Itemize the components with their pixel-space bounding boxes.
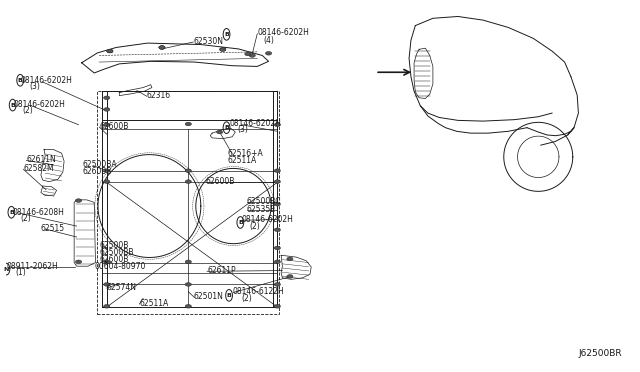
Text: 00604-80970: 00604-80970	[94, 262, 145, 272]
Text: 62516+A: 62516+A	[227, 149, 263, 158]
Text: (2): (2)	[22, 106, 33, 115]
Circle shape	[159, 46, 165, 49]
Bar	[97, 91, 279, 314]
Text: B: B	[10, 103, 15, 108]
Text: B: B	[227, 293, 232, 298]
Text: 62611N: 62611N	[26, 155, 56, 164]
Circle shape	[249, 54, 255, 57]
Circle shape	[107, 49, 113, 53]
Circle shape	[76, 260, 82, 264]
Text: 08146-6202H: 08146-6202H	[257, 28, 309, 37]
Circle shape	[107, 49, 113, 53]
Circle shape	[266, 51, 272, 55]
Text: N: N	[4, 267, 9, 272]
Circle shape	[244, 52, 251, 56]
Circle shape	[274, 304, 280, 308]
Text: 08146-6208H: 08146-6208H	[13, 208, 65, 217]
Circle shape	[274, 228, 280, 231]
Text: B: B	[224, 32, 229, 37]
Circle shape	[274, 283, 280, 286]
Text: (3): (3)	[29, 82, 40, 92]
Circle shape	[104, 169, 110, 173]
Circle shape	[287, 257, 293, 261]
Circle shape	[185, 180, 191, 183]
Text: 62501N: 62501N	[193, 292, 223, 301]
Text: 62600B: 62600B	[99, 122, 129, 131]
Circle shape	[220, 48, 226, 51]
Text: B: B	[224, 125, 229, 130]
Circle shape	[104, 123, 110, 126]
Text: 62500B: 62500B	[99, 241, 129, 250]
Text: 62600B: 62600B	[206, 177, 236, 186]
Circle shape	[274, 180, 280, 183]
Text: 08146-6202H: 08146-6202H	[229, 119, 281, 128]
Text: B: B	[238, 220, 243, 225]
Text: 62511A: 62511A	[227, 156, 257, 165]
Circle shape	[104, 108, 110, 111]
Circle shape	[274, 202, 280, 206]
Circle shape	[220, 48, 226, 51]
Circle shape	[104, 260, 110, 264]
Circle shape	[185, 283, 191, 286]
Text: (2): (2)	[241, 294, 252, 303]
Text: 62574N: 62574N	[107, 283, 137, 292]
Text: (2): (2)	[21, 214, 31, 223]
Text: 62515: 62515	[41, 224, 65, 233]
Text: 62611P: 62611P	[207, 266, 236, 275]
Text: 62500BA: 62500BA	[83, 160, 118, 169]
Text: 62500BB: 62500BB	[99, 248, 134, 257]
Text: 62582M: 62582M	[23, 164, 54, 173]
Circle shape	[159, 46, 165, 49]
Circle shape	[104, 304, 110, 308]
Text: 62535E: 62535E	[246, 205, 276, 214]
Text: 08146-6122H: 08146-6122H	[232, 287, 284, 296]
Circle shape	[274, 123, 280, 126]
Text: (2): (2)	[250, 222, 260, 231]
Circle shape	[287, 275, 293, 278]
Text: 08146-6202H: 08146-6202H	[21, 76, 73, 85]
Text: J62500BR: J62500BR	[579, 349, 622, 358]
Circle shape	[274, 246, 280, 250]
Text: 62600B: 62600B	[99, 255, 129, 264]
Circle shape	[76, 199, 82, 202]
Circle shape	[274, 169, 280, 173]
Circle shape	[104, 283, 110, 286]
Circle shape	[185, 169, 191, 173]
Circle shape	[274, 260, 280, 264]
Text: 62500BC: 62500BC	[246, 197, 281, 206]
Text: (4): (4)	[264, 36, 275, 45]
Text: (3): (3)	[237, 125, 248, 134]
Text: B: B	[9, 210, 14, 215]
Text: 08146-6202H: 08146-6202H	[14, 100, 66, 109]
Text: 62511A: 62511A	[140, 299, 168, 308]
Text: 62530N: 62530N	[193, 38, 223, 46]
Text: (1): (1)	[16, 268, 26, 277]
Circle shape	[185, 122, 191, 126]
Text: B: B	[18, 78, 22, 83]
Circle shape	[104, 96, 110, 100]
Text: 08146-6202H: 08146-6202H	[242, 215, 294, 224]
Circle shape	[104, 180, 110, 183]
Text: 08911-2062H: 08911-2062H	[6, 262, 58, 271]
Circle shape	[185, 304, 191, 308]
Circle shape	[216, 130, 223, 134]
Text: 62316: 62316	[147, 91, 171, 100]
Text: 62600B: 62600B	[83, 167, 112, 176]
Circle shape	[185, 260, 191, 264]
